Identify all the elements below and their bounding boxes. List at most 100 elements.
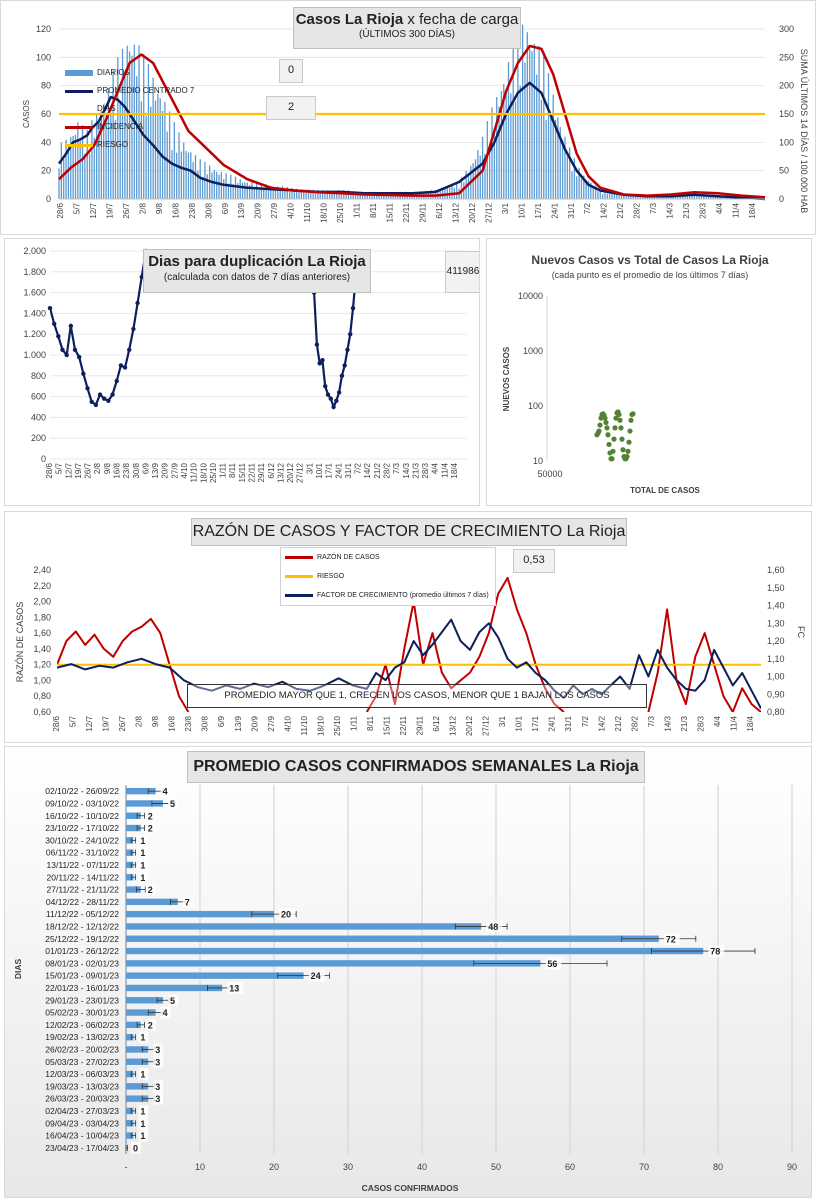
bar-diarios <box>698 194 700 199</box>
weekly-chart-panel: -10 20 30 40 50 60 70 80 90 CASOS CONFIRMADOS DIAS… <box>4 746 812 1198</box>
cases-chart-title-box: Casos La Rioja x fecha de carga (ÚLTIMOS… <box>293 7 521 49</box>
bar-diarios <box>557 117 559 199</box>
data-label: 5 <box>170 996 175 1006</box>
x-tick-label: 80 <box>713 1162 723 1172</box>
y-tick-label: 1,40 <box>33 644 51 654</box>
category-label: 16/04/23 - 10/04/23 <box>45 1131 119 1141</box>
x-tick-label: 30/8 <box>132 462 141 478</box>
x-tick-label: 17/1 <box>534 202 543 218</box>
x-tick-label: 22/11 <box>402 202 411 222</box>
x-tick-label: 8/11 <box>369 202 378 218</box>
doubling-point <box>51 321 57 326</box>
x-tick-label: 28/2 <box>383 462 392 478</box>
x-tick-label: 16/8 <box>113 462 122 478</box>
x-tick-label: 11/10 <box>300 715 309 735</box>
x-tick-label: 7/3 <box>649 202 658 214</box>
x-tick-label: 4/10 <box>180 462 189 478</box>
bar-diarios <box>529 48 531 200</box>
category-label: 23/04/23 - 17/04/23 <box>45 1143 119 1153</box>
cases-legend: DIARIOS PROMEDIO CENTRADO 7 DÍAS INCIDEN… <box>61 64 211 154</box>
bar-diarios <box>585 180 587 199</box>
bar-diarios <box>439 188 441 199</box>
x-tick-label: 90 <box>787 1162 797 1172</box>
doubling-point <box>106 398 111 403</box>
x-tick-label: 27/12 <box>484 202 493 223</box>
x-tick-label: 17/1 <box>531 715 540 731</box>
data-label: 2 <box>148 885 153 895</box>
bar-diarios <box>526 32 528 199</box>
data-label: 4 <box>163 1008 168 1018</box>
x-tick-label: 18/10 <box>320 202 329 223</box>
bar-diarios <box>618 193 620 199</box>
y-tick-label: 100 <box>36 52 51 62</box>
bar <box>126 1021 141 1029</box>
category-label: 08/01/23 - 02/01/23 <box>45 958 119 968</box>
bar-diarios <box>253 187 255 199</box>
bar-diarios <box>86 130 88 199</box>
x-tick-label: 28/3 <box>421 462 430 478</box>
bar-diarios <box>578 167 580 199</box>
x-tick-label: 18/4 <box>450 462 459 478</box>
weekly-title-box: PROMEDIO CASOS CONFIRMADOS SEMANALES La … <box>187 751 645 783</box>
y-tick-label: 1.400 <box>23 308 46 318</box>
bar-diarios <box>140 101 143 199</box>
bar-diarios <box>93 137 95 199</box>
bar-diarios <box>350 193 352 199</box>
bar-diarios <box>611 193 613 199</box>
data-label: 13 <box>229 983 239 993</box>
bar-diarios <box>232 184 234 199</box>
x-tick-label: 20 <box>269 1162 279 1172</box>
bar-diarios <box>503 83 505 199</box>
category-label: 16/10/22 - 10/10/22 <box>45 811 119 821</box>
bar-diarios <box>159 98 161 199</box>
bar-diarios <box>569 147 571 199</box>
category-label: 01/01/23 - 26/12/22 <box>45 946 119 956</box>
category-label: 30/10/22 - 24/10/22 <box>45 835 119 845</box>
data-label-bg <box>279 908 295 921</box>
doubling-point <box>325 392 331 397</box>
data-label-bg <box>545 957 562 970</box>
scatter-point <box>618 425 624 431</box>
category-label: 02/10/22 - 26/09/22 <box>45 786 119 796</box>
ratio-box: 0,53 <box>513 549 555 573</box>
legend-swatch <box>285 575 313 578</box>
x-tick-label: 28/6 <box>56 202 65 218</box>
x-tick-label: 19/7 <box>105 202 114 218</box>
data-label-bg <box>486 920 503 933</box>
y-tick-label: 1.000 <box>23 350 46 360</box>
scatter-point <box>605 432 611 438</box>
doubling-title-box: Dias para duplicación La Rioja (calculad… <box>143 249 371 293</box>
bar-diarios <box>484 153 486 199</box>
y2-tick-label: 0 <box>779 194 784 204</box>
scatter-point <box>625 448 631 454</box>
bar-diarios <box>103 105 105 199</box>
bar-diarios <box>98 121 100 199</box>
y-tick-label: 800 <box>31 371 46 381</box>
x-tick-label: 15/11 <box>386 202 395 222</box>
bar-diarios <box>218 174 220 199</box>
bar-diarios <box>241 182 244 199</box>
bar-diarios <box>166 131 168 199</box>
bar-diarios <box>630 194 632 199</box>
bar-diarios <box>679 195 681 199</box>
bar-diarios <box>637 195 639 199</box>
data-label: 5 <box>170 799 175 809</box>
data-label: 1 <box>140 1119 145 1129</box>
bar-diarios <box>550 117 552 199</box>
y-tick-label: 10000 <box>518 291 543 301</box>
bar-diarios <box>288 191 291 199</box>
x-tick-label: 6/9 <box>217 715 226 727</box>
bar-diarios <box>279 189 281 199</box>
doubling-title: Dias para duplicación La Rioja <box>148 253 366 270</box>
legend-item-diarios: DIARIOS <box>61 64 211 82</box>
bar-diarios <box>566 156 568 199</box>
x-tick-label: 12/7 <box>85 715 94 731</box>
doubling-point <box>323 384 328 389</box>
scatter-point <box>602 415 608 421</box>
bar <box>126 824 141 832</box>
category-label: 04/12/22 - 28/11/22 <box>46 897 119 907</box>
bar-diarios <box>114 120 117 199</box>
bar-diarios <box>119 101 121 199</box>
doubling-point <box>320 358 325 363</box>
bar-diarios <box>183 142 185 199</box>
